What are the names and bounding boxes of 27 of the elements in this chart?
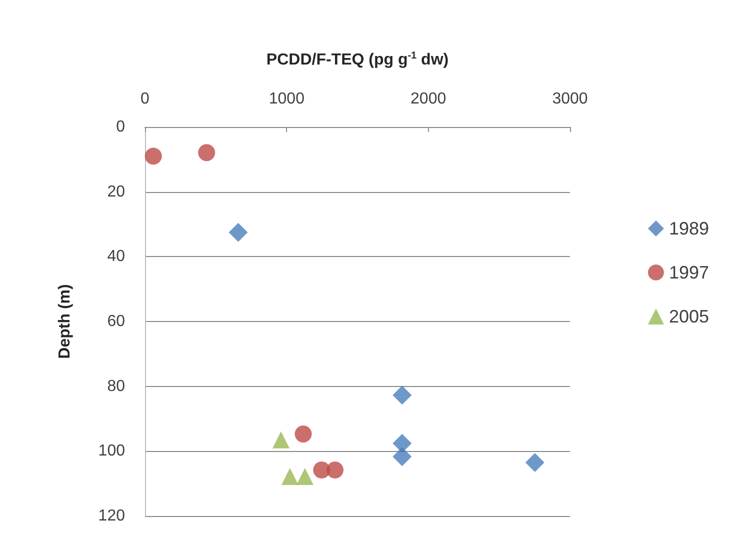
- y-tick-label: 40: [107, 248, 126, 266]
- point: [294, 425, 312, 442]
- legend-label: 1989: [668, 218, 710, 238]
- point: [392, 386, 412, 405]
- point: [525, 453, 544, 472]
- y-tick-label: 80: [107, 378, 126, 395]
- x-tick-label: 1000: [268, 90, 305, 108]
- x-tick-label: 2000: [410, 90, 446, 108]
- point: [281, 468, 298, 485]
- y-tick-label: 100: [98, 442, 126, 460]
- legend-label: 2005: [668, 306, 710, 326]
- y-tick-label: 20: [107, 183, 126, 200]
- point: [392, 434, 412, 453]
- point: [326, 461, 344, 478]
- point: [198, 144, 216, 162]
- x-tick-label: 0: [140, 90, 150, 108]
- point: [144, 148, 162, 165]
- y-tick-label: 60: [107, 313, 126, 330]
- y-axis-title: Depth (m): [56, 284, 74, 359]
- point: [228, 222, 248, 242]
- legend-label: 1997: [668, 262, 710, 282]
- x-tick-label: 3000: [552, 90, 588, 108]
- point: [296, 468, 314, 485]
- y-tick-label: 120: [98, 508, 126, 524]
- point: [272, 431, 290, 448]
- y-tick-label: 0: [116, 118, 126, 136]
- point: [392, 447, 412, 466]
